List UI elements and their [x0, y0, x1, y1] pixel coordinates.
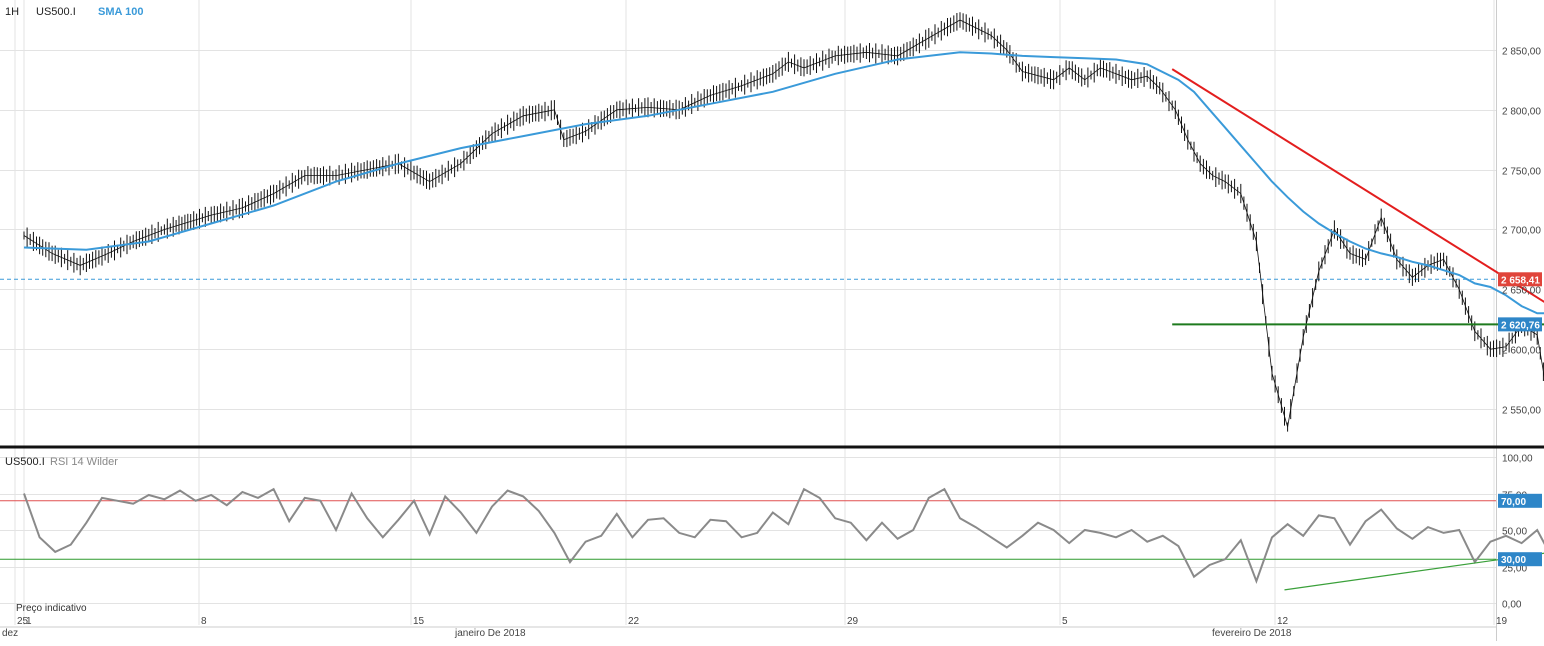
x-month-label: fevereiro De 2018: [1212, 628, 1292, 639]
symbol-label[interactable]: US500.I: [36, 6, 76, 18]
x-tick-label: 1: [26, 616, 32, 627]
y-tick-label: 2 850,00: [1502, 47, 1541, 58]
y-tick-label: 2 700,00: [1502, 226, 1541, 237]
x-month-label: dez: [2, 628, 18, 639]
y-tick-label: 2 650,00: [1502, 286, 1541, 297]
x-tick-label: 29: [847, 616, 859, 627]
y-tick-label: 2 550,00: [1502, 406, 1541, 417]
rsi-level-badge: 70,00: [1501, 497, 1526, 508]
x-tick-label: 19: [1496, 616, 1508, 627]
y-tick-label: 2 800,00: [1502, 107, 1541, 118]
current-price-badge: 2 658,41: [1501, 275, 1540, 286]
rsi-level-badge: 30,00: [1501, 555, 1526, 566]
y-tick-label: 2 750,00: [1502, 167, 1541, 178]
x-month-label: janeiro De 2018: [454, 628, 526, 639]
indicative-price-note: Preço indicativo: [16, 603, 87, 614]
rsi-y-tick-label: 0,00: [1502, 600, 1522, 611]
sma-indicator-label[interactable]: SMA 100: [98, 6, 143, 18]
support-price-badge: 2 620,76: [1501, 320, 1540, 331]
x-tick-label: 5: [1062, 616, 1068, 627]
rsi-y-tick-label: 100,00: [1502, 454, 1533, 465]
rsi-symbol-label[interactable]: US500.I: [5, 456, 45, 468]
timeframe-label[interactable]: 1H: [5, 6, 19, 18]
x-tick-label: 22: [628, 616, 640, 627]
y-tick-label: 2 600,00: [1502, 346, 1541, 357]
x-tick-label: 15: [413, 616, 425, 627]
x-tick-label: 8: [201, 616, 207, 627]
rsi-indicator-label[interactable]: RSI 14 Wilder: [50, 456, 118, 468]
x-tick-label: 12: [1277, 616, 1289, 627]
rsi-y-tick-label: 50,00: [1502, 527, 1527, 538]
